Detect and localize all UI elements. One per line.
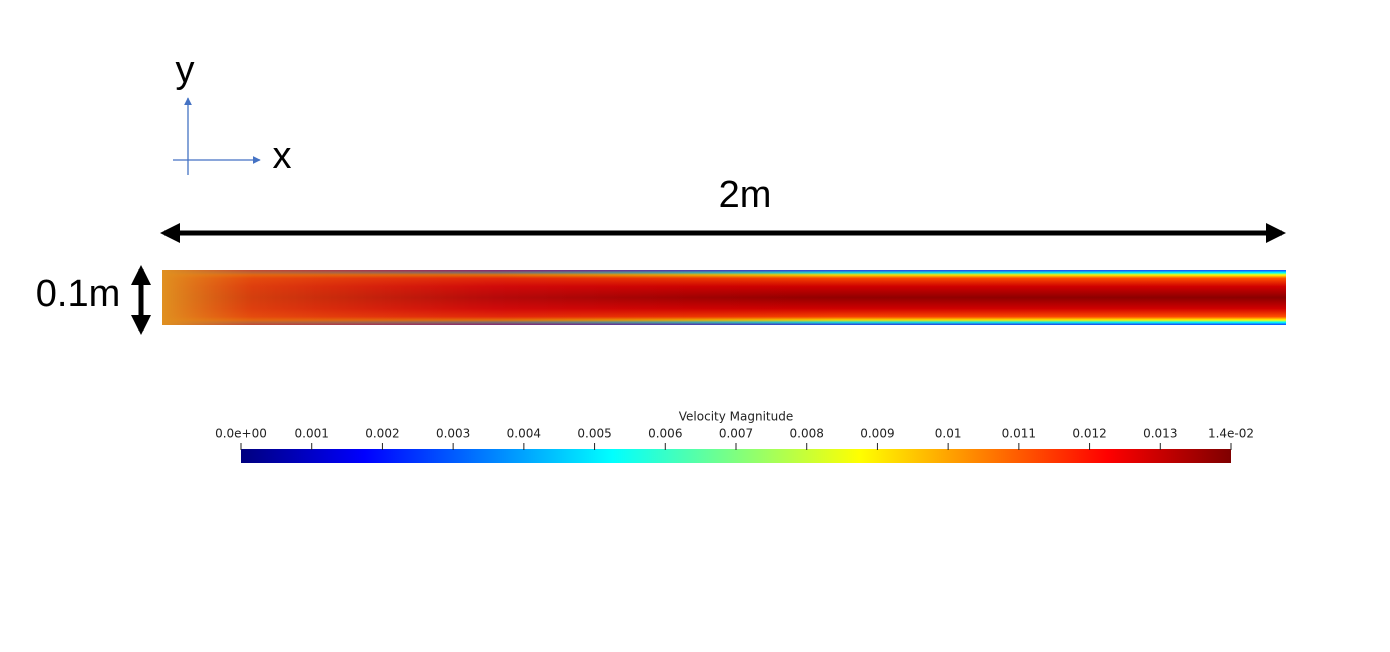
colorbar-tick-label: 0.008 (790, 427, 824, 441)
colorbar-tick-label: 0.004 (507, 427, 541, 441)
colorbar-title: Velocity Magnitude (679, 410, 793, 424)
y-label: y (176, 49, 195, 91)
length-label: 2m (719, 174, 772, 216)
colorbar-tick-label: 0.003 (436, 427, 470, 441)
colorbar-tick-label: 0.012 (1072, 427, 1106, 441)
colorbar-tick-label: 0.001 (295, 427, 329, 441)
colorbar-tick-label: 0.005 (577, 427, 611, 441)
colorbar-tick-label: 0.007 (719, 427, 753, 441)
colorbar-tick-label: 0.002 (365, 427, 399, 441)
colorbar-tick-label: 0.006 (648, 427, 682, 441)
height-label: 0.1m (36, 273, 120, 315)
colorbar-tick-label: 0.009 (860, 427, 894, 441)
colorbar (241, 449, 1231, 463)
colorbar-tick-label: 0.0e+00 (215, 427, 267, 441)
colorbar-tick-label: 0.011 (1002, 427, 1036, 441)
inlet-region (162, 270, 1286, 325)
colorbar-tick-label: 0.013 (1143, 427, 1177, 441)
colorbar-tick-label: 1.4e-02 (1208, 427, 1254, 441)
x-label: x (273, 135, 292, 177)
colorbar-tick-label: 0.01 (935, 427, 962, 441)
